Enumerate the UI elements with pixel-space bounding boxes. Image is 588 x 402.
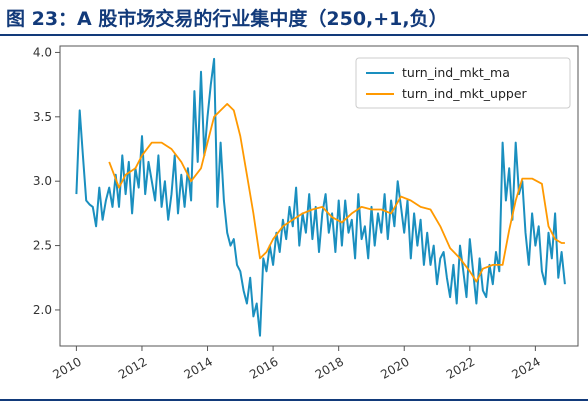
legend: turn_ind_mkt_ma turn_ind_mkt_upper [355,57,571,109]
title-underline [0,34,588,36]
line-chart: 2.0 2.5 3.0 3.5 4.0 2010 2012 2014 2016 2018 2020… [33,45,579,382]
x-tick-label: 2022 [444,354,477,381]
x-tick-label: 2024 [509,354,542,381]
x-tick-label: 2020 [378,354,411,381]
legend-label-ma: turn_ind_mkt_ma [402,65,510,80]
y-tick-label: 4.0 [33,45,52,59]
y-tick-label: 3.5 [33,110,52,124]
series-line-upper [108,103,565,283]
y-tick-label: 2.0 [33,303,52,317]
x-tick-label: 2010 [50,354,83,381]
legend-box [355,57,571,109]
x-tick-label: 2012 [116,354,149,381]
bottom-rule [0,399,588,401]
x-tick-label: 2014 [182,354,215,381]
legend-label-upper: turn_ind_mkt_upper [402,86,528,101]
figure-title: 图 23：A 股市场交易的行业集中度（250,+1,负） [6,8,448,30]
x-axis: 2010 2012 2014 2016 2018 2020 2022 2024 [50,346,543,382]
series-layer [75,57,566,337]
series-line-ma [75,57,566,337]
x-tick-label: 2016 [247,354,280,381]
y-tick-label: 3.0 [33,174,52,188]
x-tick-label: 2018 [313,354,346,381]
y-axis: 2.0 2.5 3.0 3.5 4.0 [33,45,60,317]
plot-frame [59,45,579,347]
y-tick-label: 2.5 [33,239,52,253]
